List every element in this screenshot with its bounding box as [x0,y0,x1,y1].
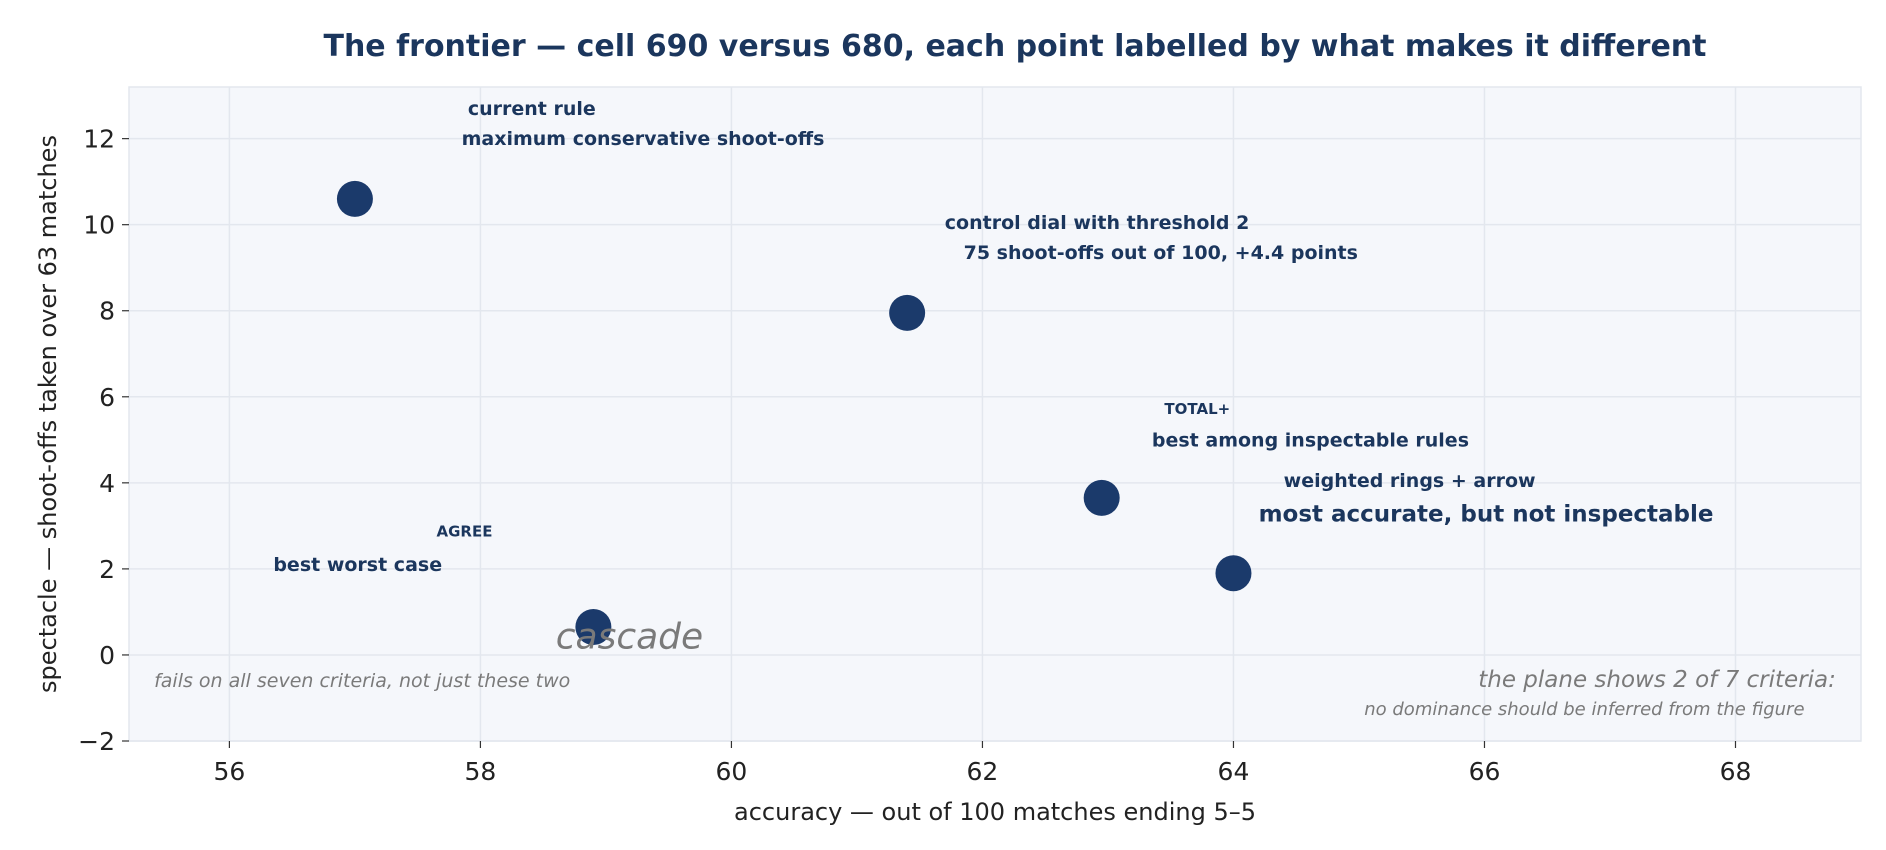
y-axis-label: spectacle — shoot-offs taken over 63 mat… [34,135,62,693]
plot-area [128,86,1862,742]
x-axis-label: accuracy — out of 100 matches ending 5–5 [734,798,1256,826]
chart-title: The frontier — cell 690 versus 680, each… [323,29,1706,64]
y-tick-label: 6 [99,383,115,412]
data-points [336,180,1252,645]
point-label: maximum conservative shoot-offs [462,128,825,150]
y-tick-label: 10 [83,211,115,240]
y-tick-label: 4 [99,469,115,498]
point-label: control dial with threshold 2 [945,212,1250,234]
x-tick-label: 68 [1720,757,1752,786]
x-tick-label: 58 [465,757,497,786]
point-label: 75 shoot-offs out of 100, +4.4 points [964,242,1358,264]
scatter-point [1215,555,1252,592]
point-annotations: current rule maximum conservative shoot-o… [154,98,1836,720]
point-label: TOTAL+ [1164,400,1230,418]
y-tick-label: 0 [99,641,115,670]
x-tick-label: 62 [967,757,999,786]
grid-lines [129,87,1861,742]
x-tick-label: 66 [1469,757,1501,786]
point-label: best among inspectable rules [1152,429,1469,451]
point-label: weighted rings + arrow [1284,470,1536,492]
chart-note: no dominance should be inferred from the… [1364,699,1804,720]
point-label: best worst case [273,554,442,576]
point-label: current rule [468,98,596,120]
chart-note: the plane shows 2 of 7 criteria: [1478,667,1836,693]
x-tick-label: 60 [716,757,748,786]
scatter-point [336,180,373,217]
x-axis-ticks: 56 58 60 62 64 66 68 [213,741,1751,786]
x-tick-label: 64 [1218,757,1250,786]
y-tick-label: −2 [78,727,115,756]
scatter-point [575,608,612,645]
point-label: AGREE [436,523,492,541]
scatter-point [1083,479,1120,516]
chart-note: fails on all seven criteria, not just th… [154,670,570,692]
chart-note: cascade [556,616,703,657]
y-tick-label: 2 [99,555,115,584]
point-label: most accurate, but not inspectable [1259,502,1714,528]
x-tick-label: 56 [213,757,245,786]
scatter-point [889,294,926,331]
y-tick-label: 12 [83,125,115,154]
y-tick-label: 8 [99,297,115,326]
y-axis-ticks: −2 0 2 4 6 8 10 12 [78,125,129,756]
